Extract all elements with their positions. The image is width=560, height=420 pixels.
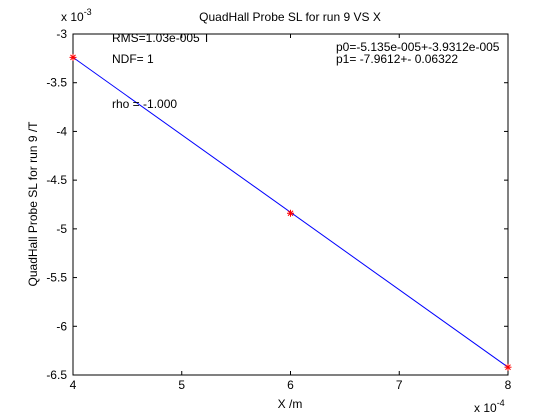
series-layer bbox=[69, 53, 512, 371]
x-tick-label: 7 bbox=[396, 378, 403, 392]
data-point-marker bbox=[287, 209, 294, 217]
ndf-annotation: NDF= 1 bbox=[112, 52, 154, 66]
marker-stroke bbox=[505, 364, 511, 371]
x-axis-label: X /m bbox=[278, 397, 303, 411]
marker-stroke bbox=[70, 54, 76, 61]
plot-area bbox=[72, 33, 509, 376]
y-multiplier: x 10-3 bbox=[61, 7, 92, 24]
x-axis-ticks: 4 5 6 7 8 bbox=[70, 34, 512, 392]
x-tick-label: 6 bbox=[287, 378, 294, 392]
y-tick-label: -5.5 bbox=[46, 271, 67, 285]
y-tick-label: -3.5 bbox=[46, 76, 67, 90]
x-multiplier: x 10-4 bbox=[474, 398, 505, 415]
x-tick-label: 5 bbox=[178, 378, 185, 392]
y-axis-label: QuadHall Probe SL for run 9 /T bbox=[26, 121, 40, 287]
y-tick-label: -5 bbox=[56, 222, 67, 236]
y-tick-label: -6.5 bbox=[46, 368, 67, 382]
rho-annotation: rho = -1.000 bbox=[112, 97, 177, 111]
y-axis-ticks: -3 -3.5 -4 -4.5 -5 -5.5 -6 -6.5 bbox=[46, 27, 508, 382]
chart-title: QuadHall Probe SL for run 9 VS X bbox=[199, 10, 381, 24]
rms-annotation: RMS=1.03e-005 T bbox=[112, 31, 211, 45]
y-tick-label: -6 bbox=[56, 319, 67, 333]
marker-stroke bbox=[287, 210, 294, 217]
y-tick-label: -4 bbox=[56, 124, 67, 138]
y-tick-label: -3 bbox=[56, 27, 67, 41]
p0-annotation: p0=-5.135e-005+-3.9312e-005 bbox=[336, 40, 500, 54]
p1-annotation: p1= -7.9612+- 0.06322 bbox=[336, 52, 458, 66]
data-point-marker bbox=[504, 363, 512, 371]
x-tick-label: 8 bbox=[505, 378, 512, 392]
y-tick-label: -4.5 bbox=[46, 173, 67, 187]
data-point-marker bbox=[69, 53, 77, 61]
x-tick-label: 4 bbox=[70, 378, 77, 392]
